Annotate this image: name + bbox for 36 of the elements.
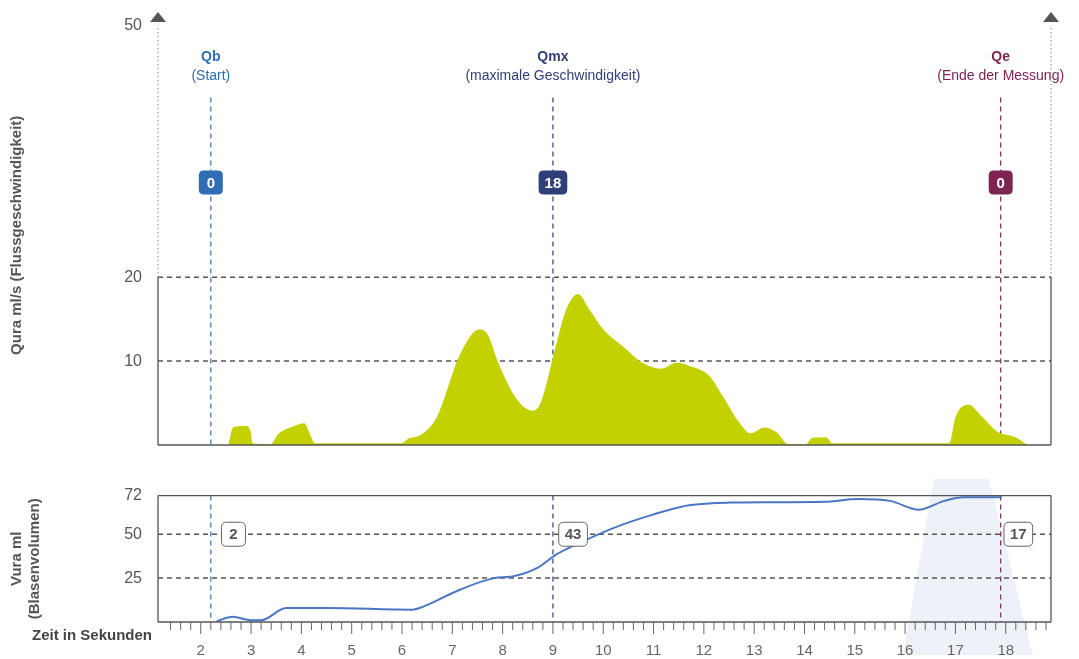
x-tick-label: 4 — [297, 641, 306, 659]
x-tick-label: 3 — [246, 641, 256, 659]
ref-line-label: Qe (Ende der Messung) — [937, 48, 1065, 84]
annotation: 0 — [206, 173, 215, 191]
y-tick-label: 20 — [124, 267, 143, 285]
x-tick-label: 7 — [448, 641, 457, 659]
x-tick-label: 8 — [498, 641, 507, 659]
annotation: 0 — [996, 173, 1005, 191]
x-axis-title: Zeit in Sekunden — [31, 626, 152, 644]
line-series — [215, 496, 1003, 622]
x-tick-label: 15 — [846, 641, 864, 659]
x-tick-label: 9 — [548, 641, 558, 659]
annotation: 17 — [1009, 525, 1027, 543]
x-tick-label: 10 — [594, 641, 612, 659]
y-tick-label: 72 — [124, 486, 143, 504]
x-tick-label: 13 — [745, 641, 763, 659]
y-tick-label: 50 — [124, 524, 143, 542]
x-tick-label: 5 — [347, 641, 356, 659]
x-tick-label: 18 — [997, 641, 1015, 659]
x-tick-label: 17 — [947, 641, 964, 659]
y-tick-label: 10 — [124, 351, 143, 369]
x-tick-label: 16 — [896, 641, 914, 659]
y-axis-title: Qura ml/s (Flussgeschwindigkeit) — [7, 115, 25, 355]
y-tick-label: 25 — [124, 568, 143, 586]
x-tick-label: 2 — [196, 641, 205, 659]
x-tick-label: 11 — [645, 641, 662, 659]
x-tick-label: 6 — [397, 641, 407, 659]
x-tick-label: 12 — [695, 641, 713, 659]
y-axis-title: Vura ml (Blasenvolumen) — [7, 498, 43, 620]
ref-line-label: Qmx (maximale Geschwindigkeit) — [465, 48, 641, 84]
x-tick-label: 14 — [796, 641, 813, 659]
annotation: 18 — [544, 173, 562, 191]
annotation: 2 — [229, 525, 238, 543]
y-tick-label: 50 — [124, 16, 143, 34]
ref-line-label: Qb (Start) — [191, 48, 231, 84]
annotation: 43 — [564, 525, 582, 543]
